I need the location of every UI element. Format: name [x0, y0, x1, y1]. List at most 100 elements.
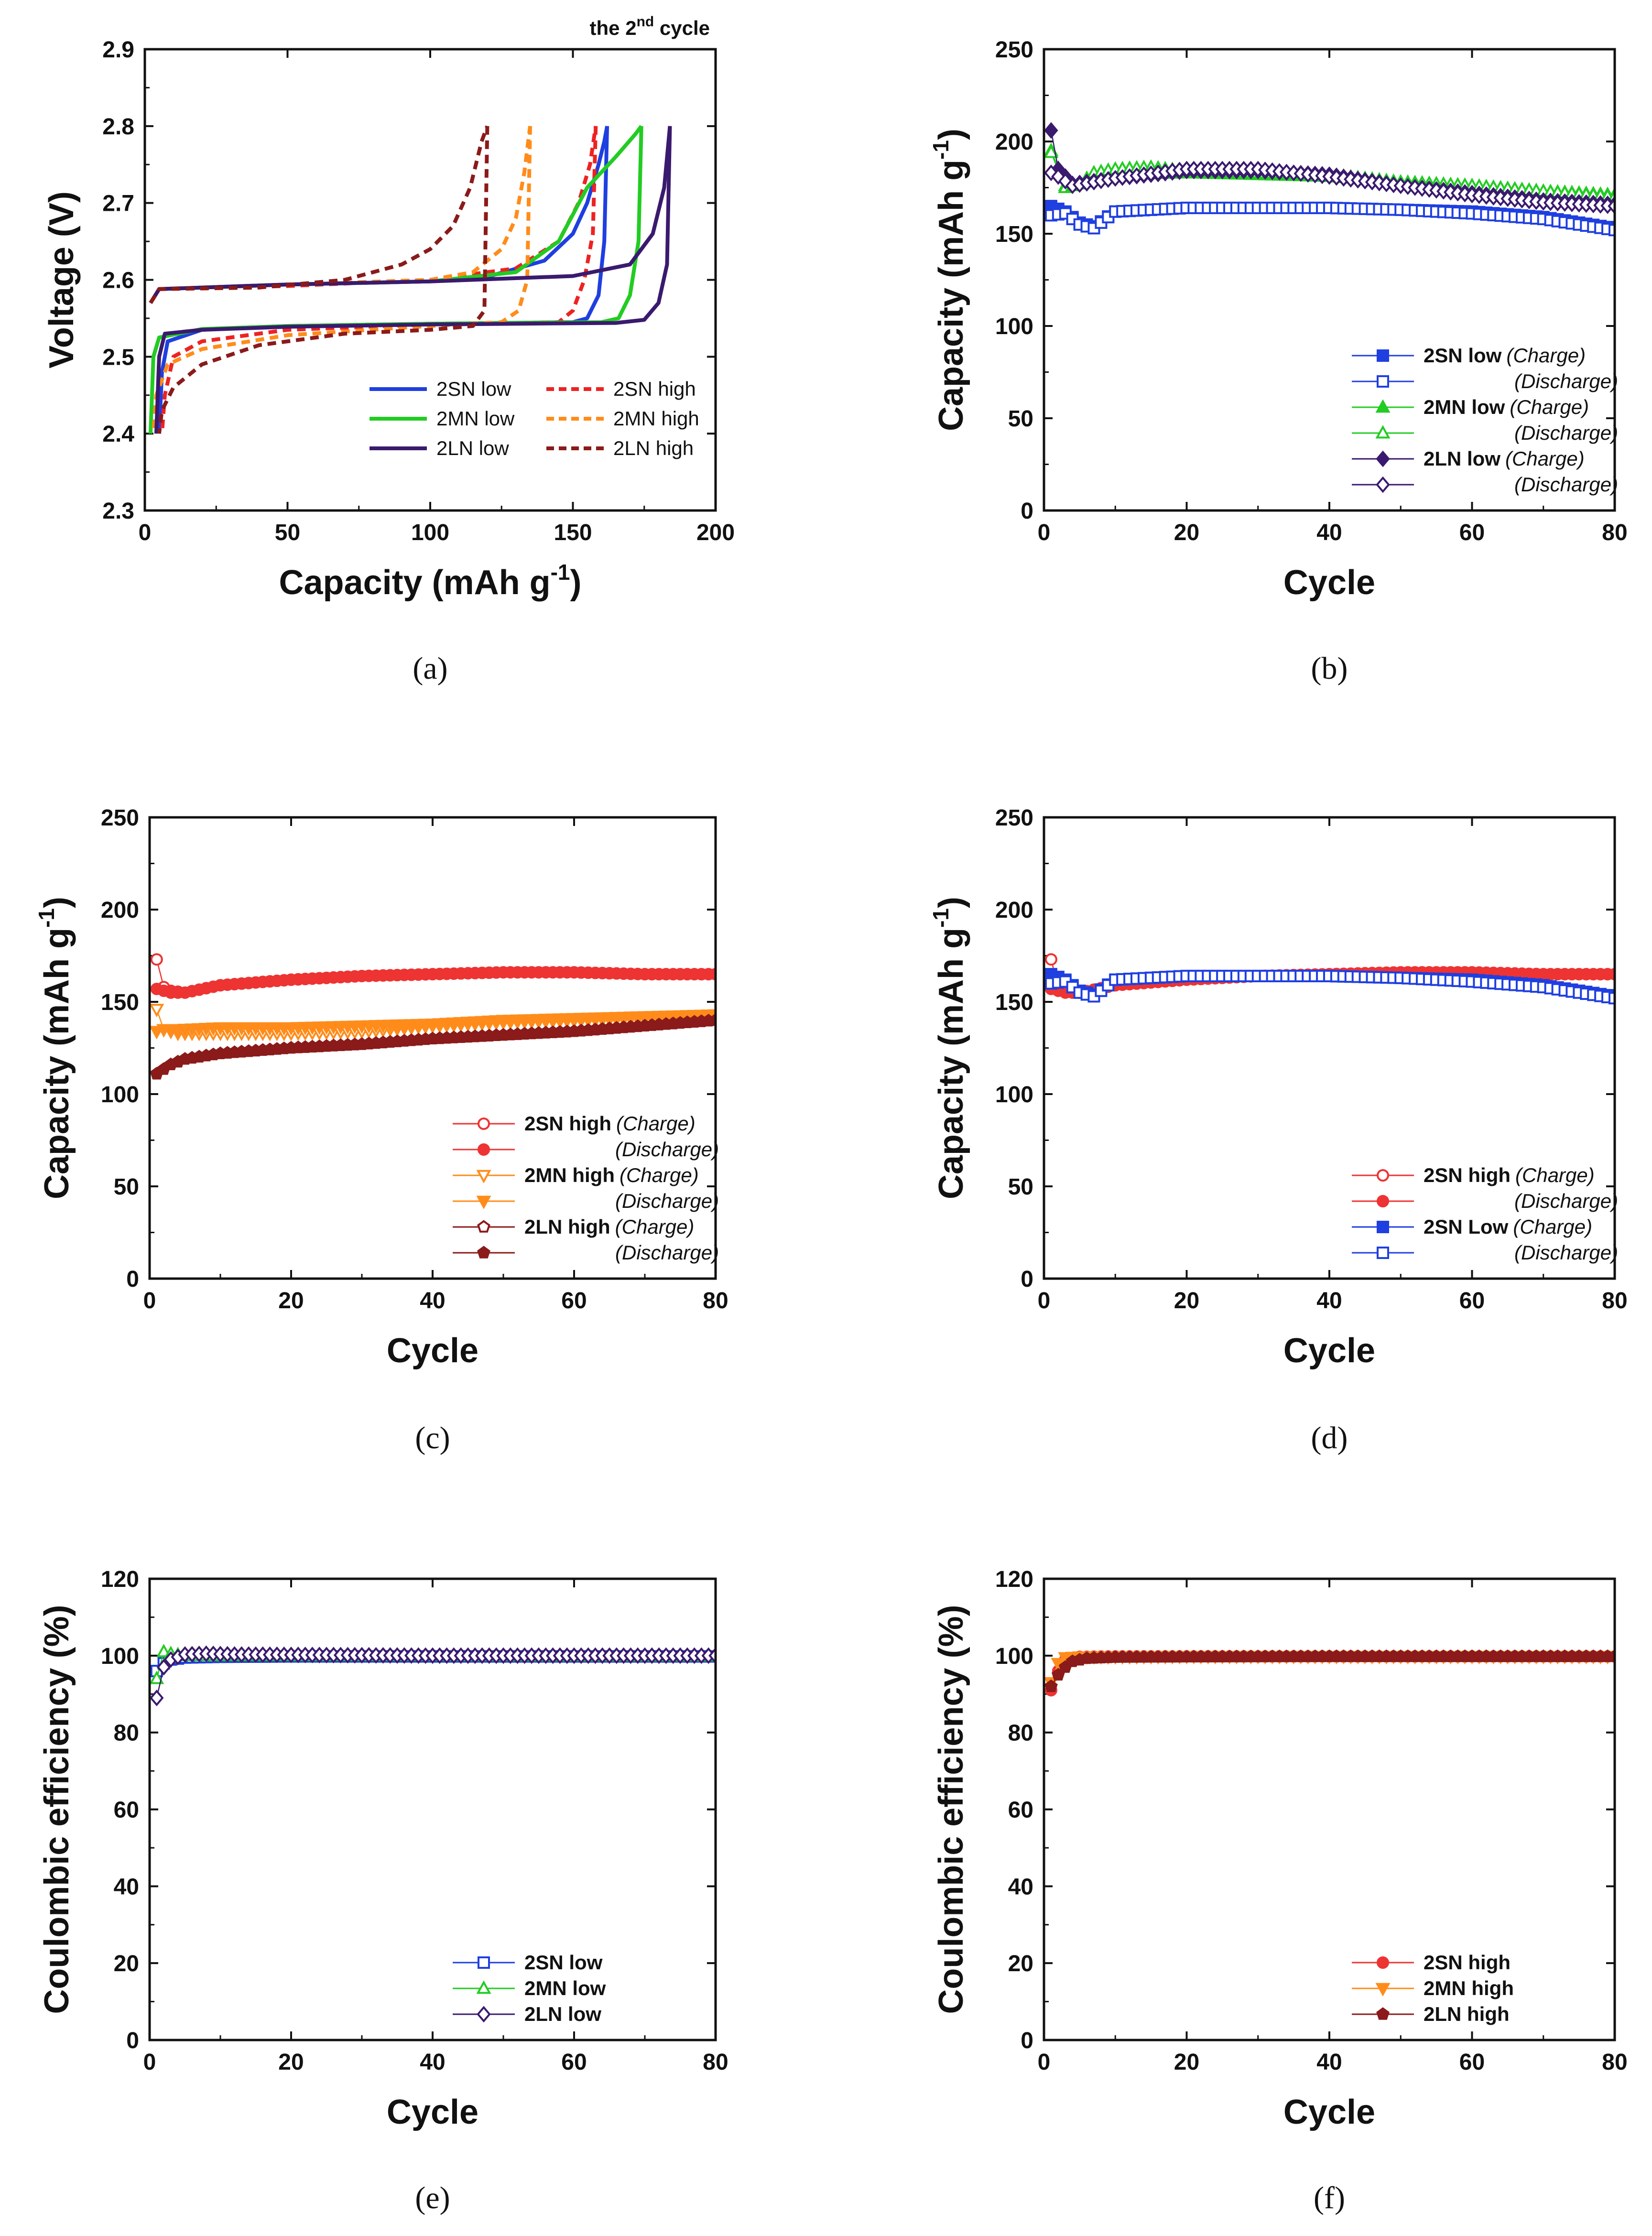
- legend-entry: 2MN low: [453, 1977, 606, 1999]
- data-point: [709, 1013, 716, 1026]
- legend-marker: [477, 2006, 491, 2023]
- legend-marker: [1375, 399, 1391, 413]
- data-point: [150, 1689, 164, 1706]
- legend-marker: [1376, 2007, 1390, 2020]
- series-2sn-low-discharge-: [1044, 969, 1615, 1005]
- legend-label: 2SN high (Charge): [524, 1112, 696, 1135]
- legend-label: 2LN high: [1424, 2003, 1510, 2025]
- y-tick-label: 60: [1008, 1798, 1033, 1823]
- x-axis-title: Cycle: [1283, 1332, 1375, 1370]
- y-tick-label: 150: [995, 990, 1033, 1015]
- legend-entry: (Discharge): [1352, 1190, 1618, 1212]
- legend-label: 2SN high: [1424, 1951, 1511, 1974]
- plot-frame: [1043, 1577, 1616, 2041]
- series-2ln-high-discharge-: [150, 1013, 716, 1080]
- x-tick-label: 40: [420, 2050, 445, 2075]
- legend-label: 2LN low: [524, 2003, 601, 2025]
- panel-caption: (e): [415, 2181, 450, 2215]
- y-tick-label: 2.9: [102, 37, 134, 63]
- legend-entry: 2MN low (Charge): [1352, 396, 1589, 418]
- data-point: [150, 953, 163, 966]
- legend-label: 2MN low: [524, 1977, 606, 1999]
- legend-entry: (Discharge): [1352, 473, 1618, 496]
- x-tick-label: 40: [1316, 2050, 1342, 2075]
- y-axis-title: Voltage (V): [43, 191, 81, 369]
- y-tick-label: 60: [114, 1798, 139, 1823]
- legend-label: 2LN high: [613, 437, 694, 459]
- data-point: [1609, 992, 1615, 1005]
- y-tick-label: 2.8: [102, 114, 134, 140]
- legend-label: 2MN high: [613, 407, 699, 430]
- legend-label: (Discharge): [615, 1241, 719, 1264]
- legend-entry: 2MN high: [1352, 1977, 1514, 1999]
- data-point: [709, 968, 716, 981]
- legend-label: (Discharge): [615, 1190, 719, 1212]
- y-axis-title: Coulombic efficiency (%): [932, 1605, 970, 2014]
- legend-marker: [1377, 349, 1389, 362]
- plot-frame: [148, 816, 717, 1280]
- x-tick-label: 0: [1038, 520, 1051, 545]
- x-tick-label: 80: [1602, 520, 1627, 545]
- series-2sn-high-discharge-: [150, 966, 716, 999]
- y-tick-label: 0: [1021, 2028, 1033, 2053]
- legend-label: (Discharge): [615, 1138, 719, 1161]
- legend-entry: 2SN high (Charge): [1352, 1164, 1595, 1186]
- legend-label: 2SN Low (Charge): [1424, 1216, 1592, 1238]
- series-line-2ln-high-discharge: [157, 126, 489, 434]
- x-axis-title: Cycle: [387, 1332, 478, 1370]
- y-tick-label: 100: [995, 1644, 1033, 1669]
- series-line-2ln-high-charge: [149, 125, 489, 304]
- y-tick-label: 20: [1008, 1951, 1033, 1976]
- legend-entry: (Discharge): [453, 1241, 719, 1264]
- panel-caption: (a): [413, 651, 447, 686]
- y-tick-label: 50: [114, 1174, 139, 1200]
- y-tick-label: 120: [101, 1567, 139, 1592]
- y-tick-label: 50: [1008, 406, 1033, 432]
- y-tick-label: 100: [995, 1082, 1033, 1107]
- y-tick-label: 100: [995, 314, 1033, 339]
- chart-panel-f: 0 20 40 60 80 0 20 40 60 80 100 120 Cycle Coulombic e…: [932, 1567, 1628, 2215]
- legend-label: 2MN high: [1424, 1977, 1514, 1999]
- y-tick-label: 100: [101, 1644, 139, 1669]
- x-axis-title: Capacity (mAh g-1): [279, 560, 582, 602]
- legend-label: 2MN low: [436, 407, 515, 430]
- panel-caption: (b): [1311, 651, 1348, 686]
- panel-caption: (c): [415, 1421, 450, 1455]
- legend-entry: 2LN high (Charge): [453, 1216, 694, 1238]
- x-tick-label: 20: [1174, 2050, 1199, 2075]
- series-line-2ln-low-discharge: [154, 126, 672, 434]
- legend-entry: (Discharge): [1352, 370, 1618, 392]
- cycle-annotation: the 2nd cycle: [590, 14, 710, 39]
- x-tick-label: 0: [143, 1288, 156, 1313]
- data-point: [1044, 144, 1059, 158]
- plot-frame: [1043, 48, 1616, 512]
- plot-area: [150, 1643, 716, 1706]
- plot-area: [1044, 122, 1615, 237]
- x-tick-label: 20: [1174, 1288, 1199, 1313]
- y-tick-label: 80: [1008, 1721, 1033, 1746]
- series-2ln-low: [150, 1645, 716, 1706]
- legend-entry: 2SN high (Charge): [453, 1112, 696, 1135]
- x-tick-label: 80: [1602, 2050, 1627, 2075]
- x-tick-label: 60: [561, 1288, 587, 1313]
- y-tick-label: 2.5: [102, 345, 134, 370]
- y-tick-label: 20: [114, 1951, 139, 1976]
- x-tick-label: 200: [696, 520, 735, 545]
- chart-panel-c: 0 20 40 60 80 0 50 100 150 200 250 Cycle Capacity (m…: [34, 805, 728, 1455]
- legend-marker: [1376, 450, 1390, 467]
- y-tick-label: 100: [101, 1082, 139, 1107]
- data-point: [150, 1004, 164, 1018]
- legend-marker: [1377, 1169, 1389, 1182]
- legend-label: 2SN high (Charge): [1424, 1164, 1595, 1186]
- y-tick-label: 250: [995, 37, 1033, 63]
- plot-area: [150, 953, 716, 1080]
- y-tick-label: 0: [1021, 499, 1033, 524]
- x-axis-title: Cycle: [1283, 564, 1375, 602]
- plot-area: [148, 125, 672, 434]
- legend-entry: (Discharge): [453, 1190, 719, 1212]
- y-tick-label: 250: [101, 805, 139, 831]
- y-tick-label: 0: [1021, 1267, 1033, 1292]
- legend-marker: [1377, 1195, 1389, 1207]
- legend-entry: (Discharge): [1352, 1241, 1618, 1264]
